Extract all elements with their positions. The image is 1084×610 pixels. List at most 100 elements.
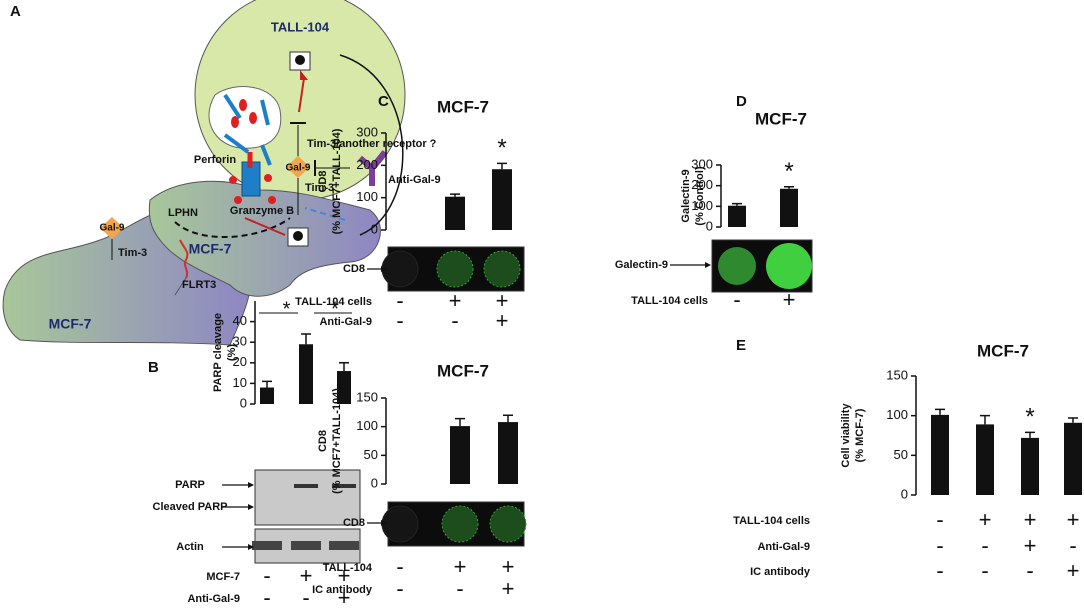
comparison-label: *	[283, 298, 291, 320]
condition-sign: +	[1024, 507, 1037, 532]
y-tick-label: 200	[691, 177, 713, 192]
y-axis-label: (% MCF-7)	[854, 408, 866, 462]
condition-sign: +	[496, 288, 509, 313]
granzyme	[268, 196, 276, 204]
condition-sign: +	[979, 507, 992, 532]
condition-sign: -	[263, 563, 270, 588]
condition-label: TALL-104 cells	[733, 515, 810, 527]
diagram-label: Gal-9	[99, 223, 124, 234]
blot-arrowhead	[248, 504, 254, 510]
condition-sign: -	[733, 287, 740, 312]
condition-sign: -	[981, 533, 988, 558]
blot-band	[252, 541, 282, 550]
blot-well	[381, 505, 419, 543]
condition-sign: +	[1024, 533, 1037, 558]
blot-well	[483, 250, 521, 288]
condition-label: TALL-104 cells	[295, 296, 372, 308]
error-bar	[301, 333, 311, 345]
flrt3	[174, 277, 187, 296]
y-tick-label: 300	[691, 156, 713, 171]
y-tick-label: 200	[356, 157, 378, 172]
error-bar	[935, 408, 945, 415]
error-bar	[262, 380, 272, 388]
bar	[498, 422, 518, 484]
diagram-label: TALL-104	[271, 19, 330, 34]
error-bar	[450, 193, 460, 197]
diagram-label: Tim-3	[305, 182, 334, 194]
bar	[780, 188, 798, 227]
condition-sign: -	[302, 585, 309, 605]
condition-label: TALL-104	[323, 562, 373, 574]
blot-well	[718, 247, 756, 285]
chart-title: MCF-7	[437, 361, 489, 380]
condition-sign: +	[502, 576, 515, 601]
diagram-label: Gal-9	[285, 163, 310, 174]
condition-sign: +	[1067, 558, 1080, 583]
panel-label: D	[736, 93, 747, 110]
panel-label: C	[378, 93, 389, 110]
chart-title: MCF-7	[977, 341, 1029, 360]
condition-sign: +	[496, 308, 509, 333]
arrow	[339, 54, 404, 236]
error-bar	[980, 414, 990, 425]
condition-sign: -	[1069, 533, 1076, 558]
significance: *	[1025, 404, 1034, 431]
arrow	[244, 217, 286, 236]
condition-sign: -	[981, 558, 988, 583]
y-tick-label: 10	[233, 375, 247, 390]
lphn	[179, 239, 189, 279]
condition-sign: +	[338, 563, 351, 588]
condition-label: Anti-Gal-9	[187, 593, 240, 605]
perforin	[223, 93, 242, 120]
blot-arrowhead	[381, 520, 387, 526]
y-axis-label: CD8	[317, 430, 329, 452]
diagram-label: Tim-3/another receptor ?	[307, 138, 437, 150]
condition-sign: +	[449, 288, 462, 313]
error-bar	[455, 417, 465, 427]
perforin	[223, 133, 250, 154]
blot-well	[436, 250, 474, 288]
y-axis-label: Cell viability	[840, 403, 852, 468]
y-axis-label: (% MCF7+TALL-104)	[331, 388, 343, 494]
y-tick-label: 0	[371, 221, 378, 236]
y-axis-label: (% MCF7+TALL-104)	[331, 128, 343, 234]
y-tick-label: 100	[886, 407, 908, 422]
error-bar	[732, 202, 742, 206]
y-tick-label: 0	[240, 395, 247, 410]
blot-label: CD8	[343, 517, 365, 529]
y-tick-label: 30	[233, 334, 247, 349]
blot-label: Actin	[176, 541, 204, 553]
condition-sign: -	[396, 288, 403, 313]
condition-label: Anti-Gal-9	[757, 541, 810, 553]
gal9	[286, 156, 310, 178]
condition-sign: +	[454, 554, 467, 579]
blot-arrowhead	[381, 266, 387, 272]
y-tick-label: 150	[356, 389, 378, 404]
diagram-label: Tim-3	[118, 247, 147, 259]
y-tick-label: 100	[356, 189, 378, 204]
bar	[260, 387, 274, 404]
significance: *	[784, 158, 793, 185]
arrow	[174, 217, 291, 238]
blot-band	[294, 484, 318, 488]
y-axis-label: (% Control)	[694, 166, 706, 226]
y-tick-label: 50	[894, 447, 908, 462]
condition-sign: -	[396, 554, 403, 579]
chart-title: MCF-7	[755, 109, 807, 128]
condition-label: IC antibody	[312, 584, 373, 596]
blot-well	[766, 243, 812, 289]
y-tick-label: 50	[364, 447, 378, 462]
condition-sign: +	[783, 287, 796, 312]
condition-label: Anti-Gal-9	[319, 316, 372, 328]
bar	[337, 371, 351, 404]
condition-sign: +	[502, 554, 515, 579]
condition-sign: -	[396, 308, 403, 333]
y-tick-label: 20	[233, 354, 247, 369]
y-axis-label: Galectin-9	[680, 169, 692, 222]
condition-sign: +	[338, 585, 351, 605]
perforin	[260, 144, 272, 166]
blot-well	[441, 505, 479, 543]
bar	[299, 344, 313, 404]
condition-sign: -	[936, 558, 943, 583]
